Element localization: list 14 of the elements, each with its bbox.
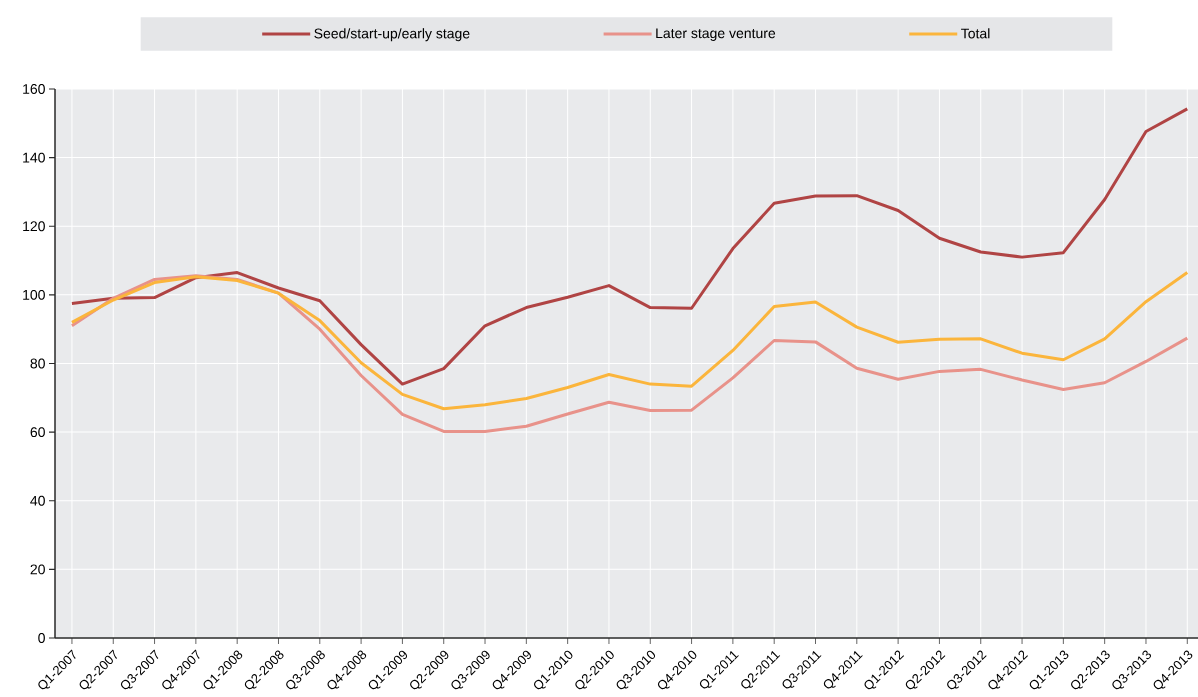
legend-label: Total [961,28,990,39]
y-tick-label: 20 [30,564,45,575]
y-tick-label: 0 [38,633,45,643]
y-tick-label: 140 [23,152,45,163]
y-tick-label: 120 [23,221,45,232]
legend-label: Seed/start-up/early stage [314,28,470,42]
y-tick-label: 80 [30,358,45,369]
line-series [70,107,1189,386]
line-series [70,271,1189,411]
y-tick-label: 40 [30,495,45,506]
y-tick-label: 160 [23,84,45,94]
y-tick-label: 60 [30,427,45,438]
y-tick-label: 100 [23,289,45,300]
legend-label: Later stage venture [656,28,776,41]
